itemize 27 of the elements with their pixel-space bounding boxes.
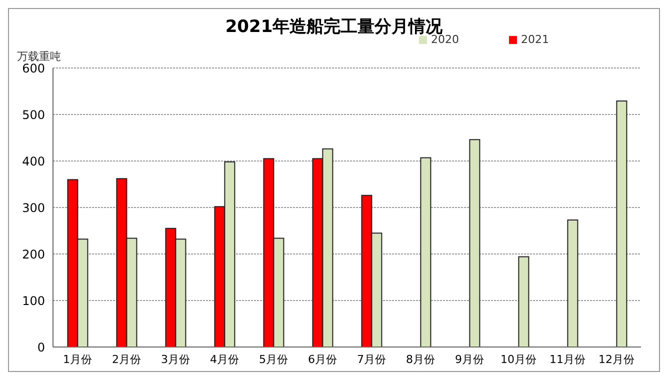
y-axis-title: 万载重吨 <box>17 49 61 64</box>
x-tick-label: 4月份 <box>210 352 239 366</box>
bar <box>616 100 628 347</box>
y-tick-label: 100 <box>22 294 45 308</box>
x-tick-label: 6月份 <box>308 352 337 366</box>
x-tick-label: 12月份 <box>598 352 634 366</box>
x-tick-label: 3月份 <box>161 352 190 366</box>
y-tick-label: 200 <box>22 247 45 262</box>
y-tick-label: 0 <box>37 340 45 354</box>
x-tick-label: 1月份 <box>63 352 92 366</box>
bar <box>567 220 578 347</box>
y-tick-label: 400 <box>22 154 45 168</box>
x-tick-label: 11月份 <box>550 352 586 366</box>
y-tick-label: 500 <box>22 108 45 122</box>
bar <box>469 139 480 347</box>
y-tick-label: 600 <box>22 61 45 76</box>
legend-label: 2021 <box>521 33 549 46</box>
x-tick-label: 10月份 <box>500 352 536 366</box>
y-tick-label: 300 <box>22 200 45 215</box>
bar <box>420 157 432 347</box>
x-tick-label: 8月份 <box>406 352 435 366</box>
legend-label: 2020 <box>431 33 459 46</box>
bar <box>518 256 530 347</box>
x-tick-label: 7月份 <box>357 352 386 366</box>
x-tick-label: 2月份 <box>112 352 141 366</box>
x-tick-label: 9月份 <box>455 352 484 366</box>
x-tick-label: 5月份 <box>259 352 288 366</box>
